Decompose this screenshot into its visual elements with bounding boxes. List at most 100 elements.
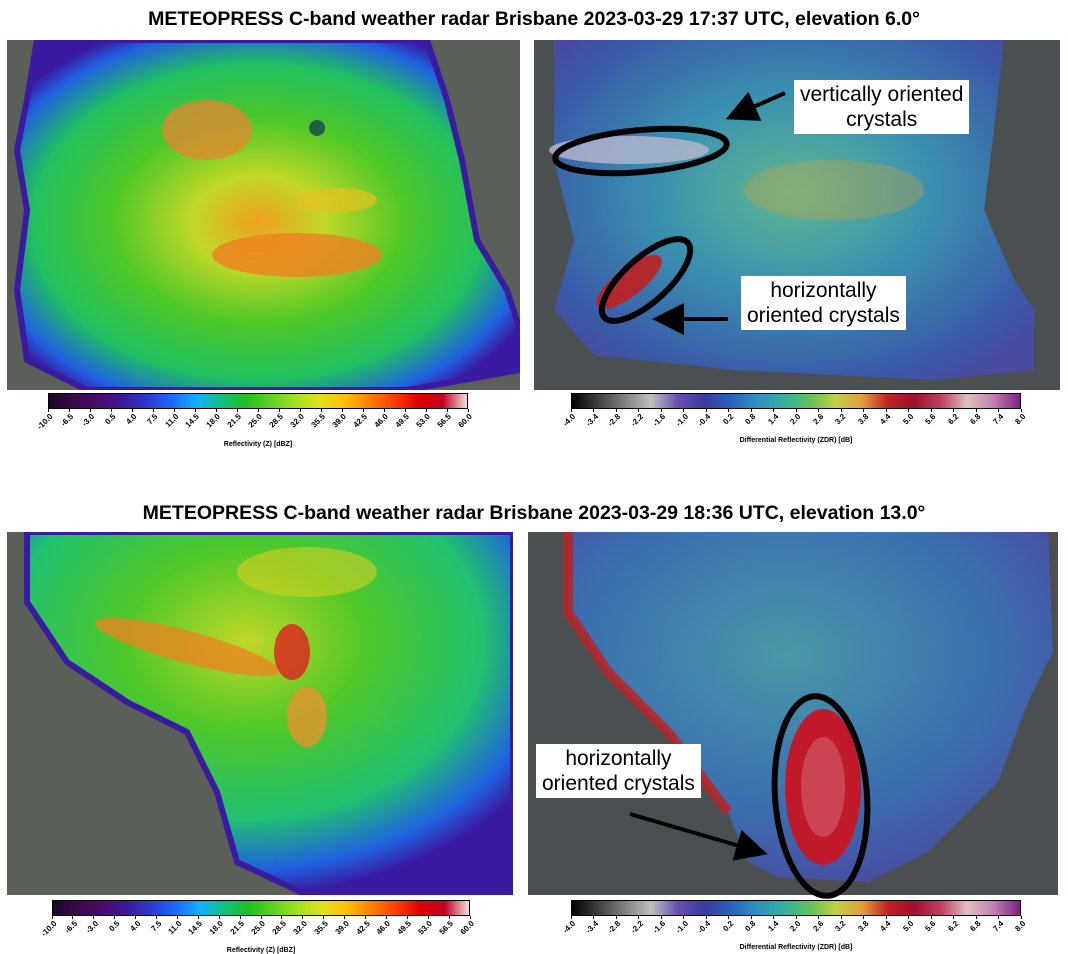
colorbar-tick-label: 5.0 (900, 919, 915, 934)
colorbar-tick-label: 39.0 (333, 919, 351, 937)
callout-horizontally-oriented-top: horizontally oriented crystals (741, 276, 906, 330)
colorbar-tickmark (385, 916, 387, 919)
colorbar-tickmark (593, 916, 594, 919)
colorbar-tick-label: -10.0 (35, 412, 55, 432)
colorbar-tick-label: 0.5 (106, 919, 122, 934)
colorbar-tick-label: 21.5 (225, 412, 243, 430)
colorbar-tick-label: 56.5 (435, 412, 453, 430)
colorbar-tick-label: 7.4 (990, 412, 1005, 427)
colorbar-tick-label: 8.0 (1013, 919, 1028, 934)
colorbar-tickmark (728, 409, 729, 412)
colorbar-tickmark (218, 916, 220, 919)
colorbar-tickmark (840, 409, 842, 412)
colorbar-tick-label: 49.5 (395, 919, 414, 937)
callout-horizontally-oriented-bottom: horizontally oriented crystals (536, 744, 701, 798)
colorbar-tickmark (795, 409, 797, 412)
colorbar-tickmark (908, 916, 909, 919)
colorbar-tickmark (156, 916, 157, 919)
colorbar-tick-label: 5.0 (900, 412, 915, 427)
colorbar-tickmark (236, 409, 238, 412)
colorbar-tick-label: 14.5 (183, 412, 201, 430)
colorbar-tick-label: 0.8 (743, 919, 758, 934)
colorbar-tickmark (908, 409, 909, 412)
colorbar-tickmark (930, 916, 932, 919)
callout-vertically-oriented: vertically oriented crystals (794, 80, 970, 134)
colorbar-tickmark (257, 409, 259, 412)
colorbar-tickmark (750, 409, 752, 412)
colorbar-tick-label: -10.0 (39, 919, 59, 939)
colorbar-label: Reflectivity (Z) [dBZ] (223, 441, 293, 448)
title-top: METEOPRESS C-band weather radar Brisbane… (148, 8, 920, 30)
colorbar-tickmark (72, 916, 74, 919)
colorbar-tickmark (404, 409, 406, 412)
colorbar-tickmark (427, 916, 429, 919)
colorbar-tickmark (110, 409, 112, 412)
colorbar-tickmark (840, 916, 842, 919)
colorbar-tick-label: -4.0 (561, 412, 578, 429)
colorbar-tickmark (638, 916, 639, 919)
colorbar-tick-label: 60.0 (458, 919, 476, 937)
colorbar-tickmark (302, 916, 304, 919)
colorbar-tick-label: 1.4 (765, 412, 780, 427)
colorbar-tickmark (68, 409, 70, 412)
colorbar-tick-label: 0.8 (743, 412, 758, 427)
colorbar-tick-label: 18.0 (204, 412, 222, 430)
colorbar-tick-label: 0.2 (720, 412, 735, 427)
colorbar-tick-label: 6.8 (968, 412, 983, 427)
colorbar-tickmark (194, 409, 196, 412)
zdr-map-bottom (528, 532, 1058, 895)
colorbar-ramp (571, 393, 1021, 409)
colorbar-tick-label: 28.5 (267, 412, 285, 430)
colorbar-tick-label: 4.0 (124, 412, 139, 427)
colorbar-tick-label: -0.4 (696, 412, 713, 429)
colorbar-tick-label: 8.0 (1013, 412, 1028, 427)
colorbar-tickmark (1020, 916, 1022, 919)
colorbar-tick-label: 60.0 (456, 412, 474, 430)
colorbar-tickmark (795, 916, 797, 919)
colorbar-tick-label: 5.6 (923, 412, 938, 427)
colorbar-tick-label: 4.4 (878, 919, 893, 934)
colorbar-tickmark (953, 916, 954, 919)
colorbar-tick-label: -6.5 (62, 919, 80, 936)
colorbar-tick-label: 25.0 (249, 919, 267, 937)
colorbar-tickmark (260, 916, 262, 919)
colorbar-tickmark (773, 916, 774, 919)
colorbar-tick-label: 53.0 (414, 412, 432, 430)
colorbar-tickmark (885, 409, 887, 412)
colorbar-tick-label: -1.0 (673, 412, 690, 429)
colorbar-label: Differential Reflectivity (ZDR) [dB] (739, 944, 853, 951)
colorbar-tick-label: 25.0 (246, 412, 264, 430)
colorbar-tick-label: 7.5 (145, 412, 160, 427)
colorbar-tickmark (885, 916, 887, 919)
colorbar-tick-label: 11.0 (163, 412, 181, 430)
colorbar-tickmark (320, 409, 322, 412)
colorbar-tickmark (705, 916, 707, 919)
colorbar-tick-label: 53.0 (416, 919, 435, 937)
colorbar-tickmark (114, 916, 116, 919)
colorbar-tick-label: -2.8 (606, 919, 623, 936)
colorbar-tick-label: -2.2 (628, 919, 645, 936)
colorbar-tick-label: 6.2 (945, 919, 960, 934)
colorbar-tick-label: 4.4 (878, 412, 893, 427)
colorbar-tickmark (467, 409, 469, 412)
colorbar-tick-label: -1.0 (673, 919, 690, 936)
colorbar-tick-label: -2.8 (606, 412, 623, 429)
colorbar-tickmark (615, 409, 617, 412)
colorbar-tickmark (173, 409, 175, 412)
colorbar-tickmark (705, 409, 707, 412)
colorbar-tickmark (344, 916, 346, 919)
colorbar-tickmark (323, 916, 325, 919)
title-bottom: METEOPRESS C-band weather radar Brisbane… (142, 502, 926, 524)
colorbar-tickmark (750, 916, 752, 919)
reflectivity-colorbar-top: -10.0 -6.5 -3.0 0.5 4.0 7.5 11.0 14.5 18.0 21.5 25… (35, 393, 474, 453)
colorbar-tickmark (638, 409, 639, 412)
colorbar-tickmark (975, 409, 977, 412)
colorbar-tickmark (1020, 409, 1022, 412)
colorbar-tick-label: 7.4 (990, 919, 1005, 934)
colorbar-tick-label: 3.8 (855, 412, 870, 427)
colorbar-tickmark (570, 916, 572, 919)
colorbar-tick-label: -4.0 (561, 919, 578, 936)
colorbar-tickmark (615, 916, 617, 919)
colorbar-tick-label: 4.0 (127, 919, 143, 934)
colorbar-tick-label: 42.5 (354, 919, 372, 937)
